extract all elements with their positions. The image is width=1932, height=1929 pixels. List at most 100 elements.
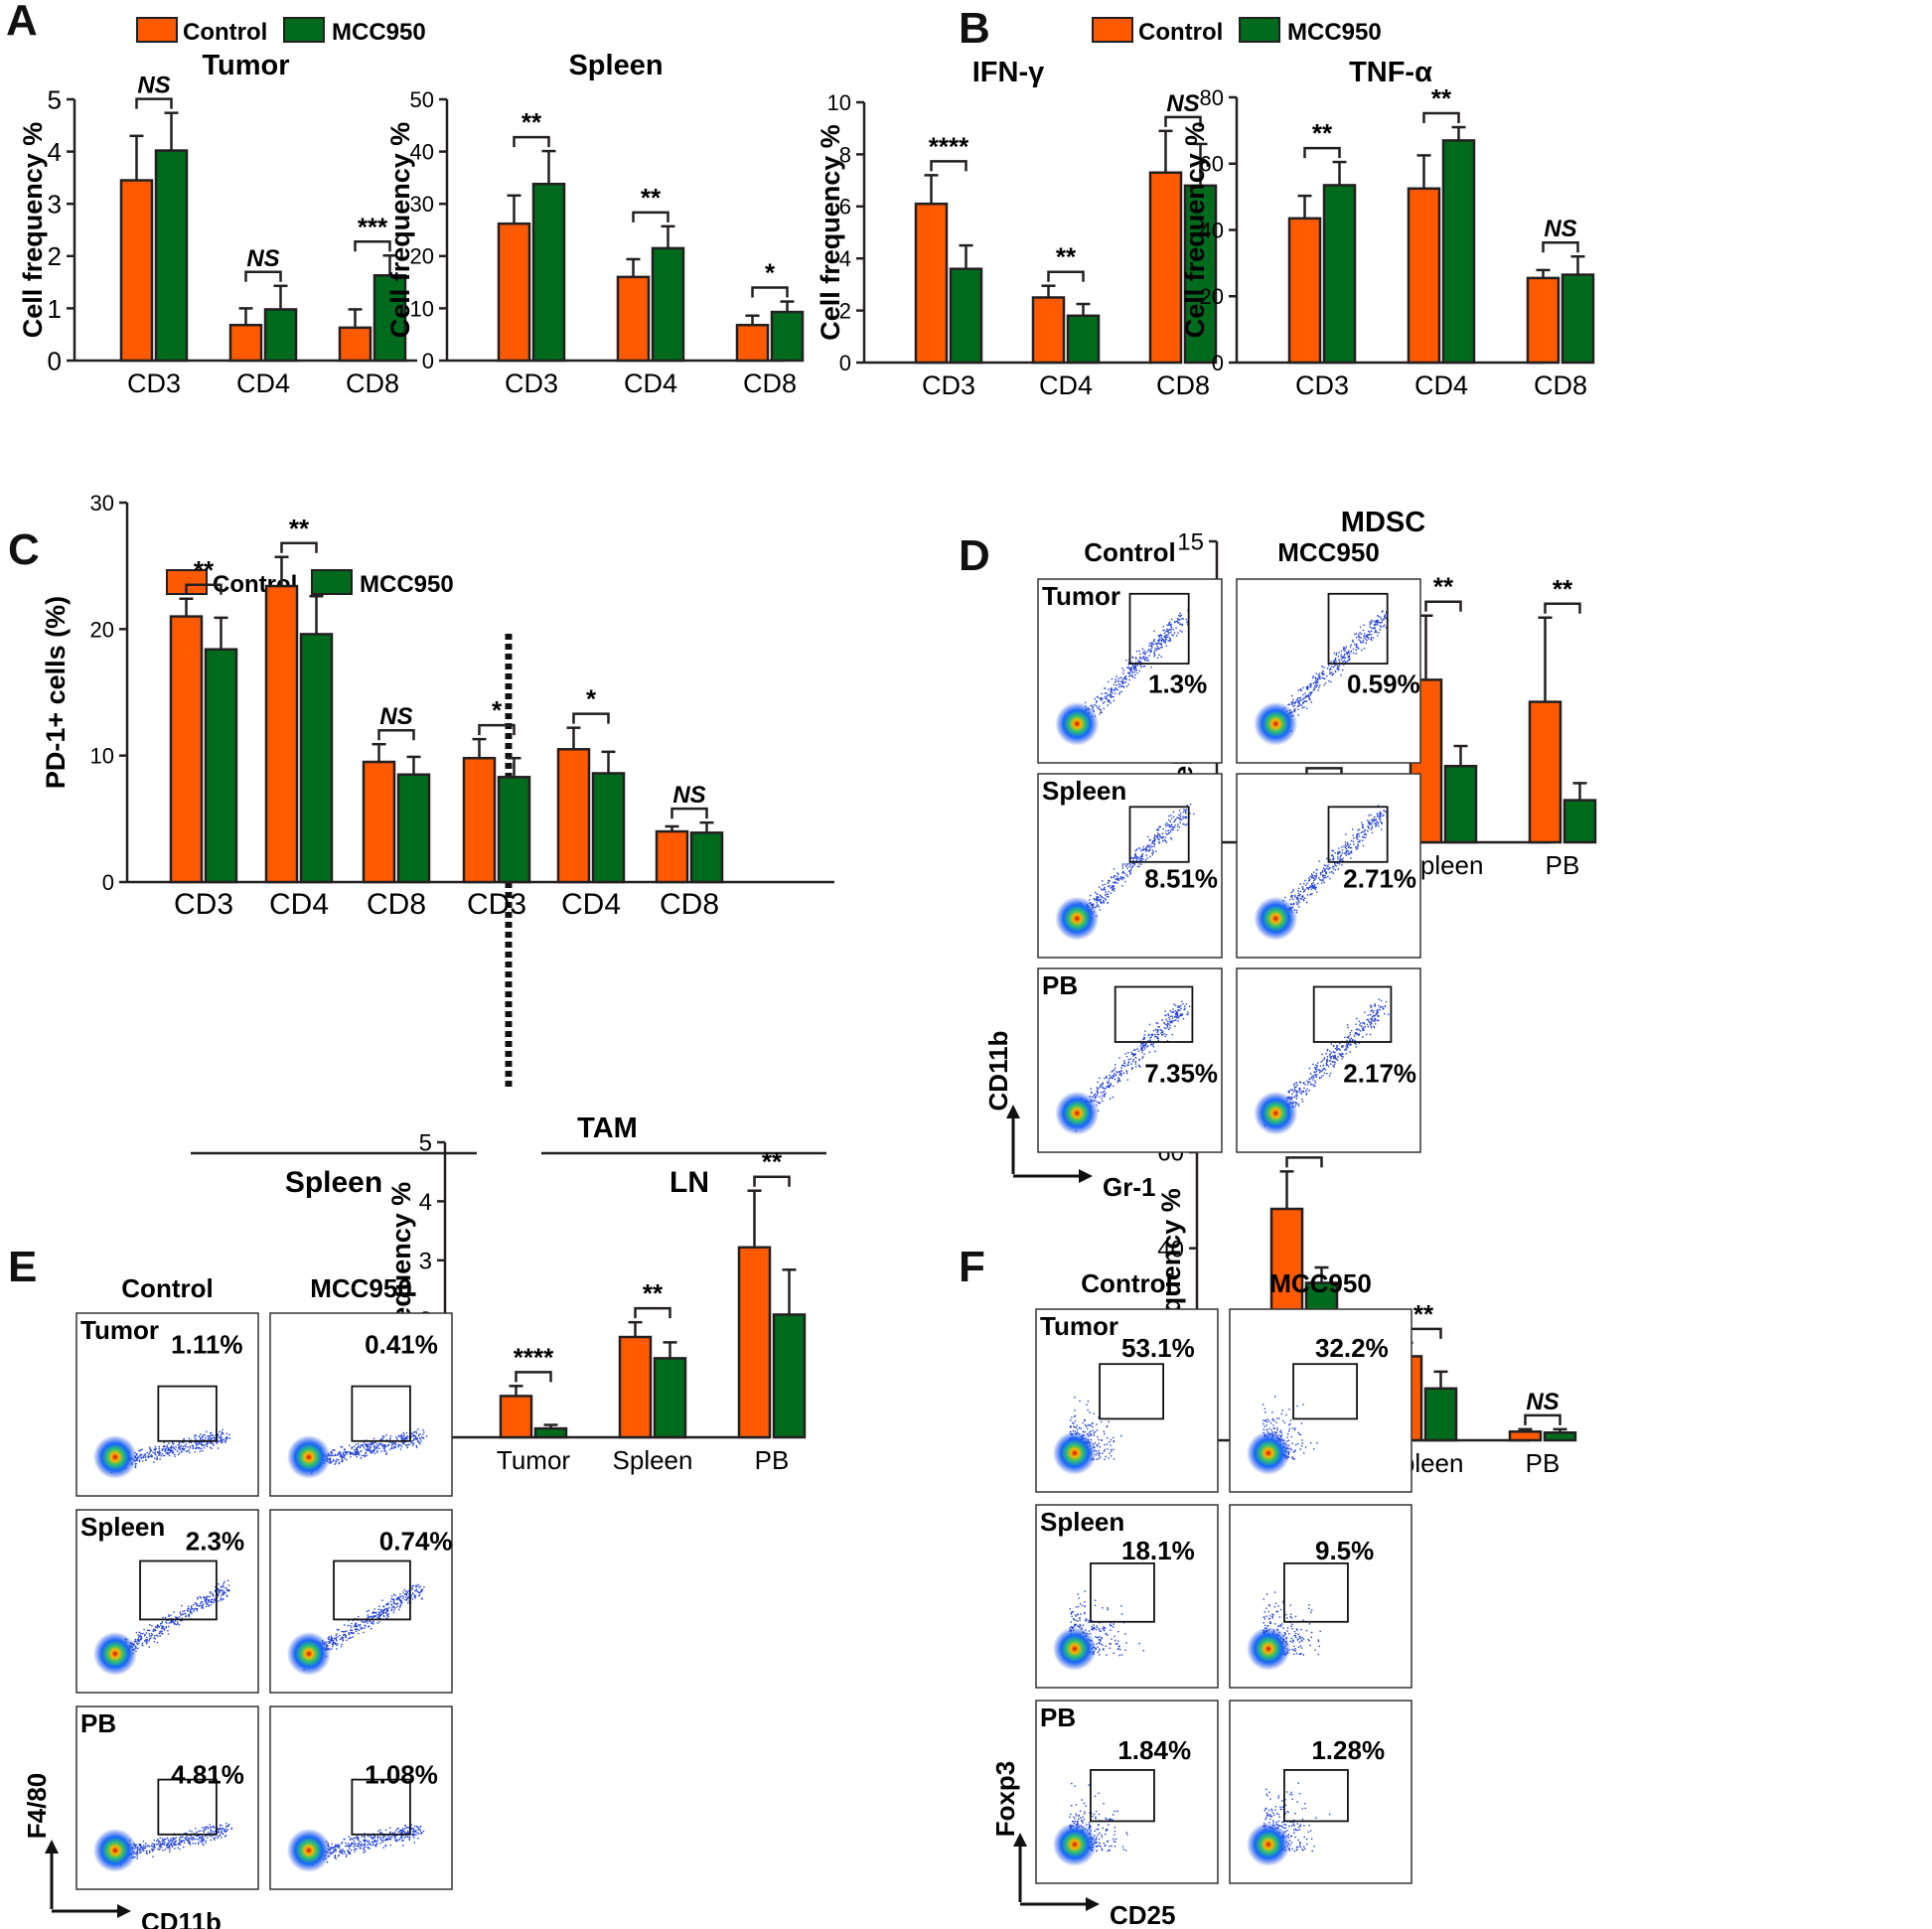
- x-tick-label: CD3: [1295, 371, 1349, 400]
- y-tick-label: 0: [48, 346, 62, 375]
- significance-bracket: [244, 270, 282, 282]
- x-axis-arrow-head: [117, 1904, 131, 1918]
- significance-label: **: [641, 183, 662, 213]
- col-header-control: Control: [1081, 1268, 1172, 1298]
- bar-mcc950: [372, 274, 407, 363]
- bar-mcc950: [1562, 799, 1597, 844]
- chart-b-ifng: 0 2 4 6 8 10 Cell frequency % IFN-γ CD3 **** CD4 **…: [816, 57, 1218, 400]
- flow-events: [104, 1428, 231, 1474]
- flow-events: [108, 1579, 230, 1666]
- flow-density-core: [286, 1631, 331, 1676]
- significance-bracket: [185, 583, 223, 595]
- y-tick-label: 1: [48, 294, 62, 324]
- significance-label: ****: [514, 1342, 554, 1372]
- flow-density-core: [1055, 1091, 1100, 1135]
- bar-mcc950: [154, 149, 189, 363]
- col-header-control: Control: [121, 1273, 213, 1303]
- y-tick-label: 5: [48, 84, 62, 114]
- flow-density-core: [1246, 1430, 1290, 1475]
- gate-box: [1292, 1363, 1359, 1420]
- y-tick-label: 0: [839, 351, 851, 375]
- flow-grid-d: Control MCC950 1.3% Tumor 0.59% 8.51% Spleen 2.…: [983, 537, 1421, 1202]
- col-header-mcc950: MCC950: [310, 1273, 412, 1303]
- bar-control: [169, 615, 204, 884]
- significance-label: **: [1553, 574, 1573, 604]
- flow-density-core: [1052, 1430, 1097, 1475]
- bar-control: [616, 275, 651, 363]
- bar-control: [1526, 276, 1560, 365]
- y-tick-label: 0: [1212, 351, 1224, 375]
- significance-bracket: [478, 723, 516, 736]
- flow-density-core: [92, 1828, 137, 1872]
- significance-label: *: [492, 695, 503, 725]
- significance-bracket: [513, 135, 550, 148]
- gate-box: [1128, 806, 1190, 863]
- gate-percentage: 1.08%: [365, 1759, 438, 1789]
- significance-bracket: [670, 807, 708, 819]
- bar-mcc950: [653, 1357, 687, 1439]
- significance-label: **: [1312, 118, 1333, 148]
- bar-mcc950: [772, 1313, 807, 1439]
- gate-box: [157, 1385, 218, 1442]
- legend-swatch-control: [1092, 17, 1133, 43]
- gate-box: [1090, 1769, 1155, 1823]
- significance-label: NS: [1544, 216, 1576, 242]
- bar-control: [1287, 217, 1322, 365]
- gate-percentage: 8.51%: [1144, 864, 1218, 894]
- significance-bracket: [930, 160, 967, 172]
- gate-percentage: 1.84%: [1117, 1735, 1191, 1765]
- chart-b-tnfa: 0 20 40 60 80 Cell frequency % TNF-α CD3 ** CD4 **…: [1180, 57, 1595, 400]
- chart-title: Tumor: [202, 50, 289, 81]
- flow-plot: 2.71%: [1236, 773, 1421, 959]
- flow-density-core: [1055, 701, 1100, 746]
- y-axis-label: Cell frequency %: [1180, 122, 1210, 339]
- flow-density-core: [92, 1434, 137, 1479]
- y-tick-label: 50: [410, 87, 434, 112]
- gate-box: [1090, 1561, 1155, 1623]
- x-tick-label: CD8: [660, 888, 719, 921]
- row-label: PB: [1042, 970, 1078, 1000]
- x-tick-label: CD8: [1534, 371, 1587, 400]
- significance-bracket: [634, 1306, 671, 1319]
- bar-mcc950: [497, 776, 531, 884]
- significance-label: **: [1413, 1299, 1434, 1329]
- row-label: PB: [80, 1708, 116, 1738]
- x-tick-label: CD3: [922, 371, 975, 400]
- gate-box: [1283, 1561, 1349, 1623]
- flow-density-core: [1052, 1822, 1097, 1866]
- significance-bracket: [751, 286, 789, 298]
- gate-box: [1283, 1769, 1349, 1823]
- flow-events: [1068, 804, 1195, 928]
- bar-mcc950: [531, 182, 566, 363]
- flow-plot: 2.3% Spleen: [75, 1509, 259, 1694]
- flow-plot: 8.51% Spleen: [1037, 773, 1223, 959]
- significance-label: **: [1056, 242, 1077, 272]
- flow-y-axis-label: Foxp3: [990, 1761, 1020, 1838]
- x-tick-label: CD4: [269, 888, 329, 921]
- y-axis-label: PD-1+ cells (%): [41, 596, 71, 789]
- bar-control: [264, 584, 299, 884]
- flow-y-axis-label: F4/80: [22, 1773, 52, 1840]
- flow-plot: 18.1%Spleen: [1035, 1504, 1219, 1689]
- significance-bracket: [1285, 1156, 1323, 1168]
- gate-percentage: 0.41%: [365, 1329, 438, 1359]
- significance-label: **: [194, 555, 215, 585]
- chart-title: TAM: [577, 1113, 638, 1144]
- flow-plot: 0.59%: [1236, 578, 1421, 764]
- bar-control: [655, 829, 689, 884]
- significance-label: **: [289, 514, 310, 543]
- row-label: Tumor: [1042, 581, 1120, 611]
- significance-label: NS: [246, 245, 279, 272]
- flow-plot: 1.28%: [1229, 1700, 1412, 1884]
- significance-bracket: [1164, 115, 1202, 127]
- flow-plot: 32.2%: [1229, 1308, 1412, 1493]
- flow-density-core: [1254, 896, 1298, 941]
- flow-x-axis-label: Gr-1: [1103, 1172, 1155, 1202]
- significance-bracket: [1524, 1413, 1561, 1425]
- y-tick-label: 0: [422, 349, 434, 373]
- y-tick-label: 0: [102, 870, 114, 895]
- chart-a-spleen: 0 10 20 30 40 50 Cell frequency % Spleen CD3 ** CD…: [385, 50, 805, 398]
- flow-plot: 1.08%: [269, 1706, 453, 1890]
